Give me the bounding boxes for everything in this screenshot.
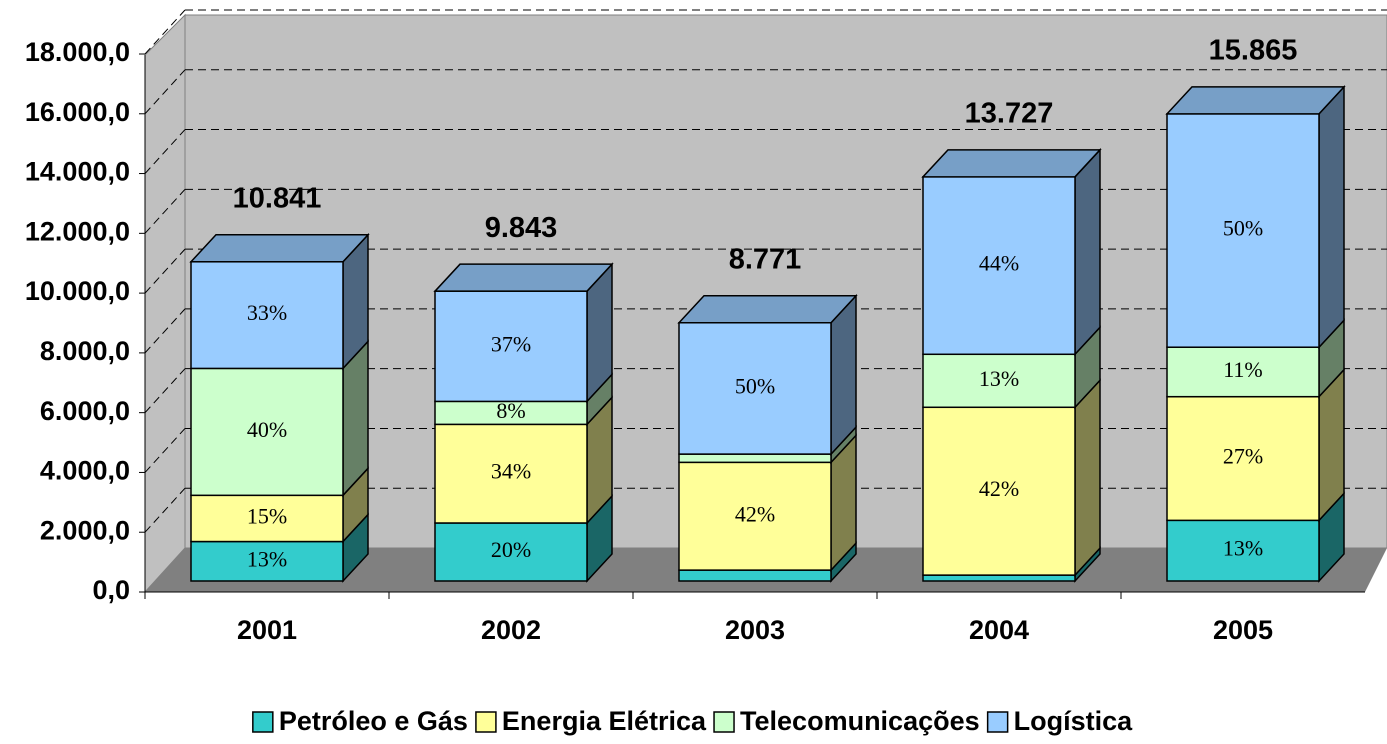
legend-label: Logística xyxy=(1014,706,1134,736)
data-label: 44% xyxy=(979,251,1019,276)
grid-line xyxy=(144,188,186,234)
data-label: 34% xyxy=(491,459,531,484)
legend-swatch xyxy=(986,711,1009,733)
data-label: 11% xyxy=(1223,357,1263,382)
y-tick-label: 18.000,0 xyxy=(25,37,130,67)
bar xyxy=(678,453,832,464)
grid-line xyxy=(144,9,186,55)
bar xyxy=(922,406,1076,576)
legend-swatch xyxy=(475,711,497,733)
bar-side xyxy=(1318,84,1345,350)
data-label: 13% xyxy=(1223,536,1263,561)
y-tick-label: 14.000,0 xyxy=(25,157,130,187)
legend-label: Telecomunicações xyxy=(740,706,980,736)
grid-line xyxy=(144,308,186,354)
data-label: 15% xyxy=(247,503,287,528)
x-tick-label: 2003 xyxy=(725,615,785,645)
total-label: 15.865 xyxy=(1209,35,1298,67)
grid-line xyxy=(144,487,186,533)
bar xyxy=(922,176,1076,356)
bar xyxy=(434,290,588,403)
data-label: 40% xyxy=(247,417,287,442)
side-wall xyxy=(144,13,186,594)
bar-top xyxy=(677,294,858,324)
bar xyxy=(1166,395,1320,522)
bar xyxy=(922,353,1076,409)
data-label: 50% xyxy=(735,373,775,398)
data-label: 37% xyxy=(491,331,531,356)
total-label: 13.727 xyxy=(965,97,1054,129)
legend-swatch xyxy=(252,711,274,733)
y-tick-label: 10.000,0 xyxy=(25,276,130,306)
x-tick-label: 2002 xyxy=(481,615,541,645)
y-tick-label: 12.000,0 xyxy=(25,216,130,246)
bar xyxy=(678,569,832,582)
bar xyxy=(1166,519,1320,582)
bar xyxy=(678,321,832,455)
legend-label: Energia Elétrica xyxy=(502,706,707,736)
bar-top xyxy=(921,149,1102,178)
bar-top xyxy=(189,234,370,263)
data-label: 27% xyxy=(1223,444,1263,469)
grid-line xyxy=(144,368,186,414)
y-tick-label: 8.000,0 xyxy=(40,336,130,366)
bar xyxy=(678,461,832,571)
bar-side xyxy=(1074,378,1101,578)
bar xyxy=(190,494,344,543)
y-tick-label: 2.000,0 xyxy=(40,515,130,545)
y-tick-label: 16.000,0 xyxy=(25,97,130,127)
total-label: 8.771 xyxy=(729,243,802,275)
bar xyxy=(190,261,344,370)
bar xyxy=(434,522,588,582)
data-label: 13% xyxy=(247,546,287,571)
grid-line xyxy=(144,69,186,115)
grid-line xyxy=(144,248,186,294)
total-label: 10.841 xyxy=(233,182,322,214)
grid-line xyxy=(144,428,186,473)
bar-side xyxy=(1074,147,1101,357)
data-label: 13% xyxy=(979,366,1019,391)
total-label: 9.843 xyxy=(485,212,558,244)
x-tick-label: 2004 xyxy=(969,615,1029,645)
data-label: 33% xyxy=(247,300,287,325)
y-tick-label: 0,0 xyxy=(92,575,130,605)
y-tick-label: 4.000,0 xyxy=(40,456,130,486)
data-label: 20% xyxy=(491,537,531,562)
legend-label: Petróleo e Gás xyxy=(279,706,468,736)
x-tick-label: 2001 xyxy=(237,615,297,645)
bar-top xyxy=(433,263,614,292)
data-label: 42% xyxy=(735,501,775,526)
bar-top xyxy=(1165,86,1346,115)
legend-swatch xyxy=(713,711,735,733)
x-tick-label: 2005 xyxy=(1213,615,1273,645)
data-label: 42% xyxy=(979,476,1019,501)
y-tick-label: 6.000,0 xyxy=(40,396,130,426)
bar xyxy=(922,574,1076,582)
grid-line xyxy=(144,129,186,174)
data-label: 50% xyxy=(1223,216,1263,241)
bar xyxy=(190,367,344,497)
